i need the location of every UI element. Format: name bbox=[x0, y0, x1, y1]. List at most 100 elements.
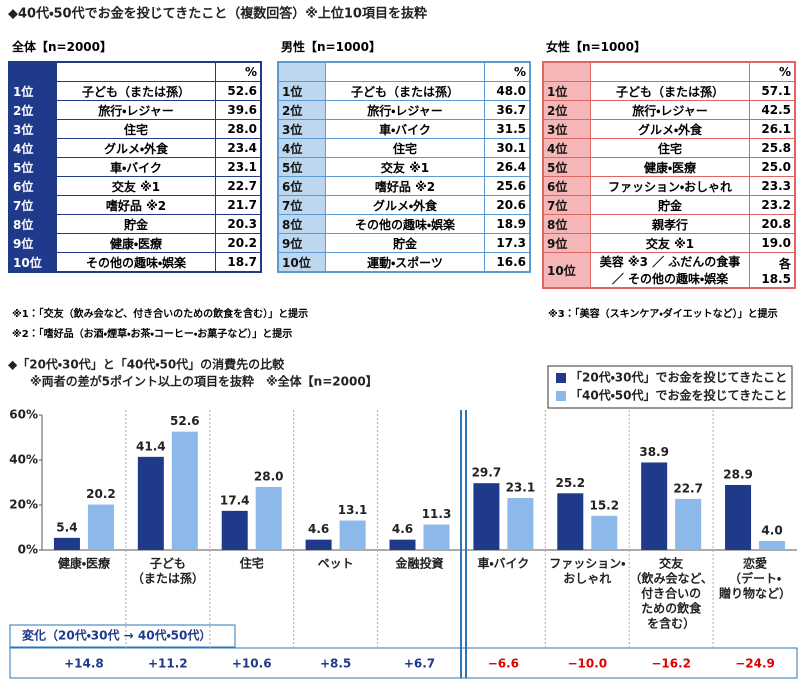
item-cell: 子ども（または孫） bbox=[590, 81, 750, 101]
item-cell: 貯金 bbox=[325, 233, 485, 253]
table-row: 7位 グルメ・外食 20.6 bbox=[277, 195, 531, 215]
value-cell: 23.3 bbox=[749, 176, 796, 196]
item-cell: その他の趣味・娯楽 bbox=[56, 252, 216, 273]
bar bbox=[255, 487, 282, 550]
x-tick-label: 車・バイク bbox=[477, 556, 529, 571]
item-cell: 旅行・レジャー bbox=[325, 100, 485, 120]
rank-cell: 7位 bbox=[542, 195, 591, 215]
item-cell: 嗜好品 ※2 bbox=[56, 195, 216, 215]
item-cell: 運動・スポーツ bbox=[325, 252, 485, 273]
value-label: 28.9 bbox=[723, 467, 753, 481]
rank-cell: 10位 bbox=[542, 252, 591, 289]
value-cell: 16.6 bbox=[484, 252, 531, 273]
rank-cell: 1位 bbox=[277, 81, 326, 101]
x-tick-label: （または孫） bbox=[132, 571, 204, 586]
value-cell: 57.1 bbox=[749, 81, 796, 101]
page-title: ◆40代・50代でお金を投じてきたこと（複数回答）※上位10項目を抜粋 bbox=[8, 6, 427, 22]
table-row: 8位 その他の趣味・娯楽 18.9 bbox=[277, 214, 531, 234]
value-cell: 各 18.5 bbox=[749, 252, 796, 289]
value-cell: 25.6 bbox=[484, 176, 531, 196]
item-cell: 住宅 bbox=[590, 138, 750, 158]
rank-cell: 3位 bbox=[8, 119, 57, 139]
item-cell: グルメ・外食 bbox=[325, 195, 485, 215]
item-cell: 住宅 bbox=[56, 119, 216, 139]
legend-label: 「40代・50代」でお金を投じてきたこと bbox=[570, 388, 787, 403]
x-tick-label: 住宅 bbox=[239, 556, 264, 571]
rank-cell: 2位 bbox=[542, 100, 591, 120]
rank-cell: 3位 bbox=[542, 119, 591, 139]
change-value: +10.6 bbox=[232, 657, 272, 671]
rank-cell: 1位 bbox=[542, 81, 591, 101]
header-cell bbox=[590, 61, 750, 82]
bar bbox=[759, 541, 786, 550]
rank-cell: 4位 bbox=[277, 138, 326, 158]
value-label: 4.0 bbox=[761, 524, 782, 538]
item-cell: 貯金 bbox=[56, 214, 216, 234]
value-cell: 39.6 bbox=[215, 100, 262, 120]
legend-box bbox=[547, 365, 793, 409]
value-label: 11.3 bbox=[422, 507, 452, 521]
rank-cell: 4位 bbox=[542, 138, 591, 158]
bar bbox=[87, 504, 114, 550]
table-row: 7位 嗜好品 ※2 21.7 bbox=[8, 195, 262, 215]
rank-cell: 10位 bbox=[8, 252, 57, 273]
bar bbox=[591, 515, 618, 550]
table-row: 2位 旅行・レジャー 39.6 bbox=[8, 100, 262, 120]
item-cell: 親孝行 bbox=[590, 214, 750, 234]
table-row: 10位 美容 ※3 ／ ふだんの食事 ／ その他の趣味・娯楽各 18.5 bbox=[542, 252, 796, 289]
bar bbox=[221, 510, 248, 550]
value-cell: 21.7 bbox=[215, 195, 262, 215]
value-cell: 23.1 bbox=[215, 157, 262, 177]
table-heading: 全体【n=2000】 bbox=[12, 40, 112, 54]
item-cell: グルメ・外食 bbox=[590, 119, 750, 139]
bar bbox=[171, 431, 198, 550]
change-value: +6.7 bbox=[404, 657, 435, 671]
header-cell bbox=[56, 61, 216, 82]
bar bbox=[389, 539, 416, 550]
x-tick-label: （デート・ bbox=[729, 571, 781, 586]
header-cell bbox=[325, 61, 485, 82]
change-value: −10.0 bbox=[567, 657, 607, 671]
table-row: 1位 子ども（または孫） 48.0 bbox=[277, 81, 531, 101]
value-label: 20.2 bbox=[86, 487, 116, 501]
rank-cell: 9位 bbox=[542, 233, 591, 253]
table-row: 9位 貯金 17.3 bbox=[277, 233, 531, 253]
change-label-box bbox=[9, 624, 236, 648]
value-cell: 31.5 bbox=[484, 119, 531, 139]
value-label: 23.1 bbox=[506, 481, 536, 495]
rank-cell: 9位 bbox=[8, 233, 57, 253]
value-cell: 22.7 bbox=[215, 176, 262, 196]
x-tick-label: 付き合いの bbox=[641, 586, 701, 601]
table-row: 2位 旅行・レジャー 42.5 bbox=[542, 100, 796, 120]
legend-swatch bbox=[556, 391, 566, 401]
bar bbox=[305, 539, 332, 550]
value-cell: 25.8 bbox=[749, 138, 796, 158]
item-cell: 交友 ※1 bbox=[590, 233, 750, 253]
value-cell: 18.9 bbox=[484, 214, 531, 234]
item-cell: 住宅 bbox=[325, 138, 485, 158]
table-block: 女性【n=1000】% 1位 子ども（または孫） 57.1 2位 旅行・レジャー 42.5 3… bbox=[542, 38, 796, 289]
item-cell: 車・バイク bbox=[56, 157, 216, 177]
y-tick-label: 60% bbox=[9, 408, 38, 422]
ranking-table: % 1位 子ども（または孫） 48.0 2位 旅行・レジャー 36.7 3位 車・バイク 31.5… bbox=[277, 61, 531, 273]
value-cell: 26.1 bbox=[749, 119, 796, 139]
item-cell: 健康・医療 bbox=[56, 233, 216, 253]
table-row: 6位 ファッション・おしゃれ 23.3 bbox=[542, 176, 796, 196]
bar bbox=[137, 456, 164, 550]
value-cell: 20.3 bbox=[215, 214, 262, 234]
rank-cell: 8位 bbox=[542, 214, 591, 234]
bar bbox=[641, 462, 668, 550]
rank-cell: 8位 bbox=[277, 214, 326, 234]
value-cell: 28.0 bbox=[215, 119, 262, 139]
x-tick-label: 恋愛 bbox=[743, 556, 767, 571]
table-row: 9位 健康・医療 20.2 bbox=[8, 233, 262, 253]
bar bbox=[423, 524, 450, 550]
x-tick-label: ペット bbox=[318, 557, 354, 571]
change-value: −16.2 bbox=[651, 657, 691, 671]
footnote: ※3：「美容（スキンケア・ダイエットなど）」と提示 bbox=[548, 309, 778, 320]
value-cell: 23.2 bbox=[749, 195, 796, 215]
rank-cell: 6位 bbox=[8, 176, 57, 196]
header-row: % bbox=[8, 61, 262, 82]
